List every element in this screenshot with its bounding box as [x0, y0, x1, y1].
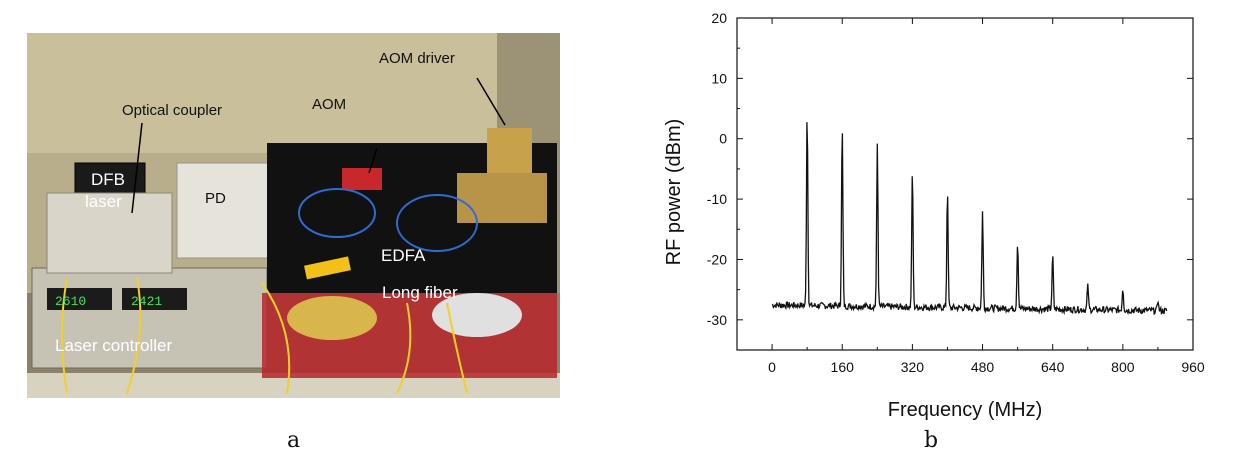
label-laser-controller: Laser controller — [55, 336, 173, 355]
y-tick-label: 0 — [719, 131, 727, 147]
setup-photo: AOM driver Optical coupler AOM DFB laser… — [27, 33, 560, 398]
x-tick-label: 640 — [1041, 359, 1065, 375]
spectrum-trace — [771, 122, 1168, 316]
y-tick-label: -10 — [707, 191, 727, 207]
chart-axes — [736, 17, 1194, 351]
x-tick-label: 480 — [971, 359, 995, 375]
y-tick-label: 10 — [711, 70, 727, 86]
label-aom: AOM — [312, 96, 346, 113]
x-axis-label: Frequency (MHz) — [888, 399, 1042, 421]
x-tick-label: 960 — [1181, 359, 1205, 375]
plot-frame — [736, 17, 1194, 351]
laser-controller-box — [31, 267, 268, 369]
rf-spectrum-chart: 0 160 320 480 640 800 960 20 10 0 -10 -20 -30 Freque… — [663, 10, 1205, 421]
y-axis-label: RF power (dBm) — [663, 119, 685, 266]
y-tick-label: -20 — [707, 251, 727, 267]
display-left: 2610 — [55, 294, 86, 309]
x-tick-label: 320 — [901, 359, 925, 375]
display-right: 2421 — [131, 294, 162, 309]
caption-a: a — [287, 428, 301, 453]
x-tick-label: 800 — [1111, 359, 1135, 375]
label-edfa: EDFA — [381, 246, 426, 265]
label-pd: PD — [205, 190, 226, 207]
pd-box — [176, 162, 278, 259]
chart-ticks: 0 160 320 480 640 800 960 20 10 0 -10 -20 -30 — [707, 10, 1205, 375]
x-tick-label: 0 — [768, 359, 776, 375]
y-tick-label: 20 — [711, 10, 727, 26]
aom-device — [342, 168, 382, 190]
label-dfb-line2: laser — [85, 192, 122, 211]
label-dfb-line1: DFB — [91, 170, 125, 189]
caption-b: b — [924, 428, 939, 453]
label-long-fiber: Long fiber — [382, 283, 458, 302]
y-tick-label: -30 — [707, 312, 727, 328]
label-optical-coupler: Optical coupler — [122, 102, 222, 119]
x-tick-label: 160 — [831, 359, 855, 375]
label-aom-driver: AOM driver — [379, 50, 455, 67]
